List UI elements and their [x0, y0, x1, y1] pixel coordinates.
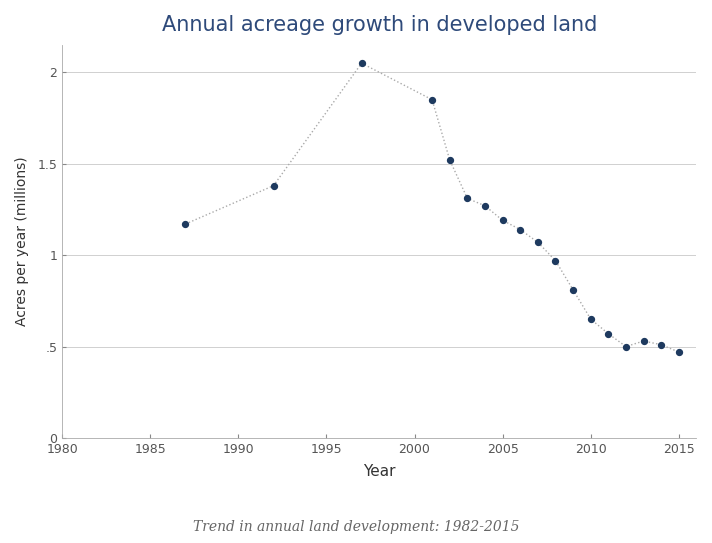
Point	[532, 238, 543, 247]
Point	[550, 256, 561, 265]
Point	[673, 348, 684, 356]
Point	[497, 216, 508, 225]
Point	[268, 181, 279, 190]
Point	[426, 96, 438, 104]
Title: Annual acreage growth in developed land: Annual acreage growth in developed land	[162, 15, 597, 35]
Point	[567, 286, 579, 294]
Point	[479, 201, 491, 210]
Y-axis label: Acres per year (millions): Acres per year (millions)	[15, 156, 29, 326]
X-axis label: Year: Year	[363, 464, 395, 479]
Point	[461, 194, 473, 203]
Text: Trend in annual land development: 1982-2015: Trend in annual land development: 1982-2…	[193, 520, 519, 534]
Point	[515, 225, 526, 234]
Point	[656, 340, 667, 349]
Point	[638, 337, 649, 345]
Point	[444, 156, 456, 165]
Point	[602, 330, 614, 338]
Point	[356, 59, 367, 67]
Point	[585, 315, 597, 324]
Point	[620, 342, 632, 351]
Point	[179, 220, 191, 229]
